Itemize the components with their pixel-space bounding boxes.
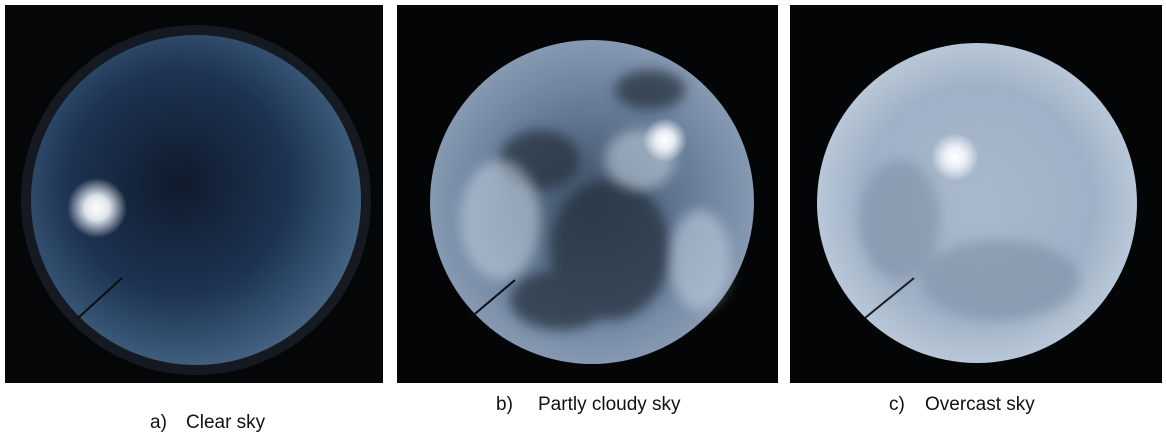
panel-caption: Clear sky xyxy=(186,412,266,433)
figure: a) Clear sky b) Partly cloudy sky c) Ove… xyxy=(0,0,1166,443)
panel-label: c) xyxy=(889,394,905,415)
panel-label: a) xyxy=(150,412,167,433)
panel-label: b) xyxy=(496,394,513,415)
panel-caption: Overcast sky xyxy=(925,394,1035,415)
clear-sky-image xyxy=(5,5,383,383)
overcast-image xyxy=(790,5,1162,383)
partly-cloudy-image xyxy=(397,5,778,383)
panel-caption: Partly cloudy sky xyxy=(538,394,681,415)
